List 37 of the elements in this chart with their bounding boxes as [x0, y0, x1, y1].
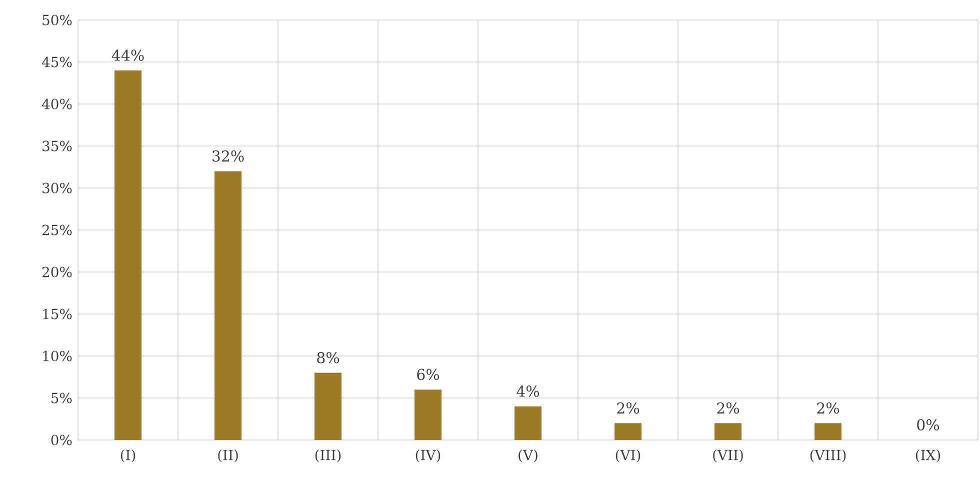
- y-tick-label: 25%: [42, 224, 72, 236]
- y-tick-label: 0%: [51, 434, 72, 446]
- y-tick-label: 15%: [43, 308, 72, 320]
- data-label: 0%: [917, 419, 940, 430]
- y-tick-label: 5%: [52, 392, 72, 404]
- x-tick-label: (I): [120, 450, 136, 462]
- bar: [214, 171, 242, 440]
- y-tick-label: 50%: [42, 14, 72, 26]
- data-label: 4%: [516, 386, 540, 397]
- x-tick-label: (IV): [416, 450, 440, 462]
- x-tick-label: (II): [218, 450, 238, 462]
- y-tick-label: 40%: [42, 98, 72, 110]
- data-label: 44%: [112, 50, 144, 61]
- data-label: 2%: [717, 402, 740, 414]
- data-label: 2%: [817, 402, 840, 414]
- bar: [414, 390, 442, 440]
- x-tick-label: (VII): [713, 450, 743, 462]
- x-tick-label: (III): [315, 450, 341, 462]
- bar: [514, 406, 542, 440]
- x-tick-label: (VIII): [810, 450, 846, 462]
- y-tick-label: 45%: [42, 56, 72, 68]
- y-tick-label: 20%: [42, 266, 72, 278]
- bar: [114, 70, 142, 440]
- x-tick-label: (IX): [916, 450, 940, 462]
- bar: [814, 423, 842, 440]
- data-label: 8%: [317, 352, 340, 364]
- bar: [714, 423, 742, 440]
- bar: [314, 372, 342, 440]
- x-tick-label: (VI): [616, 450, 640, 462]
- data-label: 6%: [417, 368, 440, 380]
- data-label: 32%: [212, 150, 244, 162]
- data-label: 2%: [617, 402, 640, 414]
- y-tick-label: 10%: [43, 350, 72, 362]
- y-tick-label: 30%: [42, 182, 72, 194]
- bar: [614, 423, 642, 440]
- x-tick-label: (V): [518, 450, 538, 462]
- y-tick-label: 35%: [42, 140, 72, 152]
